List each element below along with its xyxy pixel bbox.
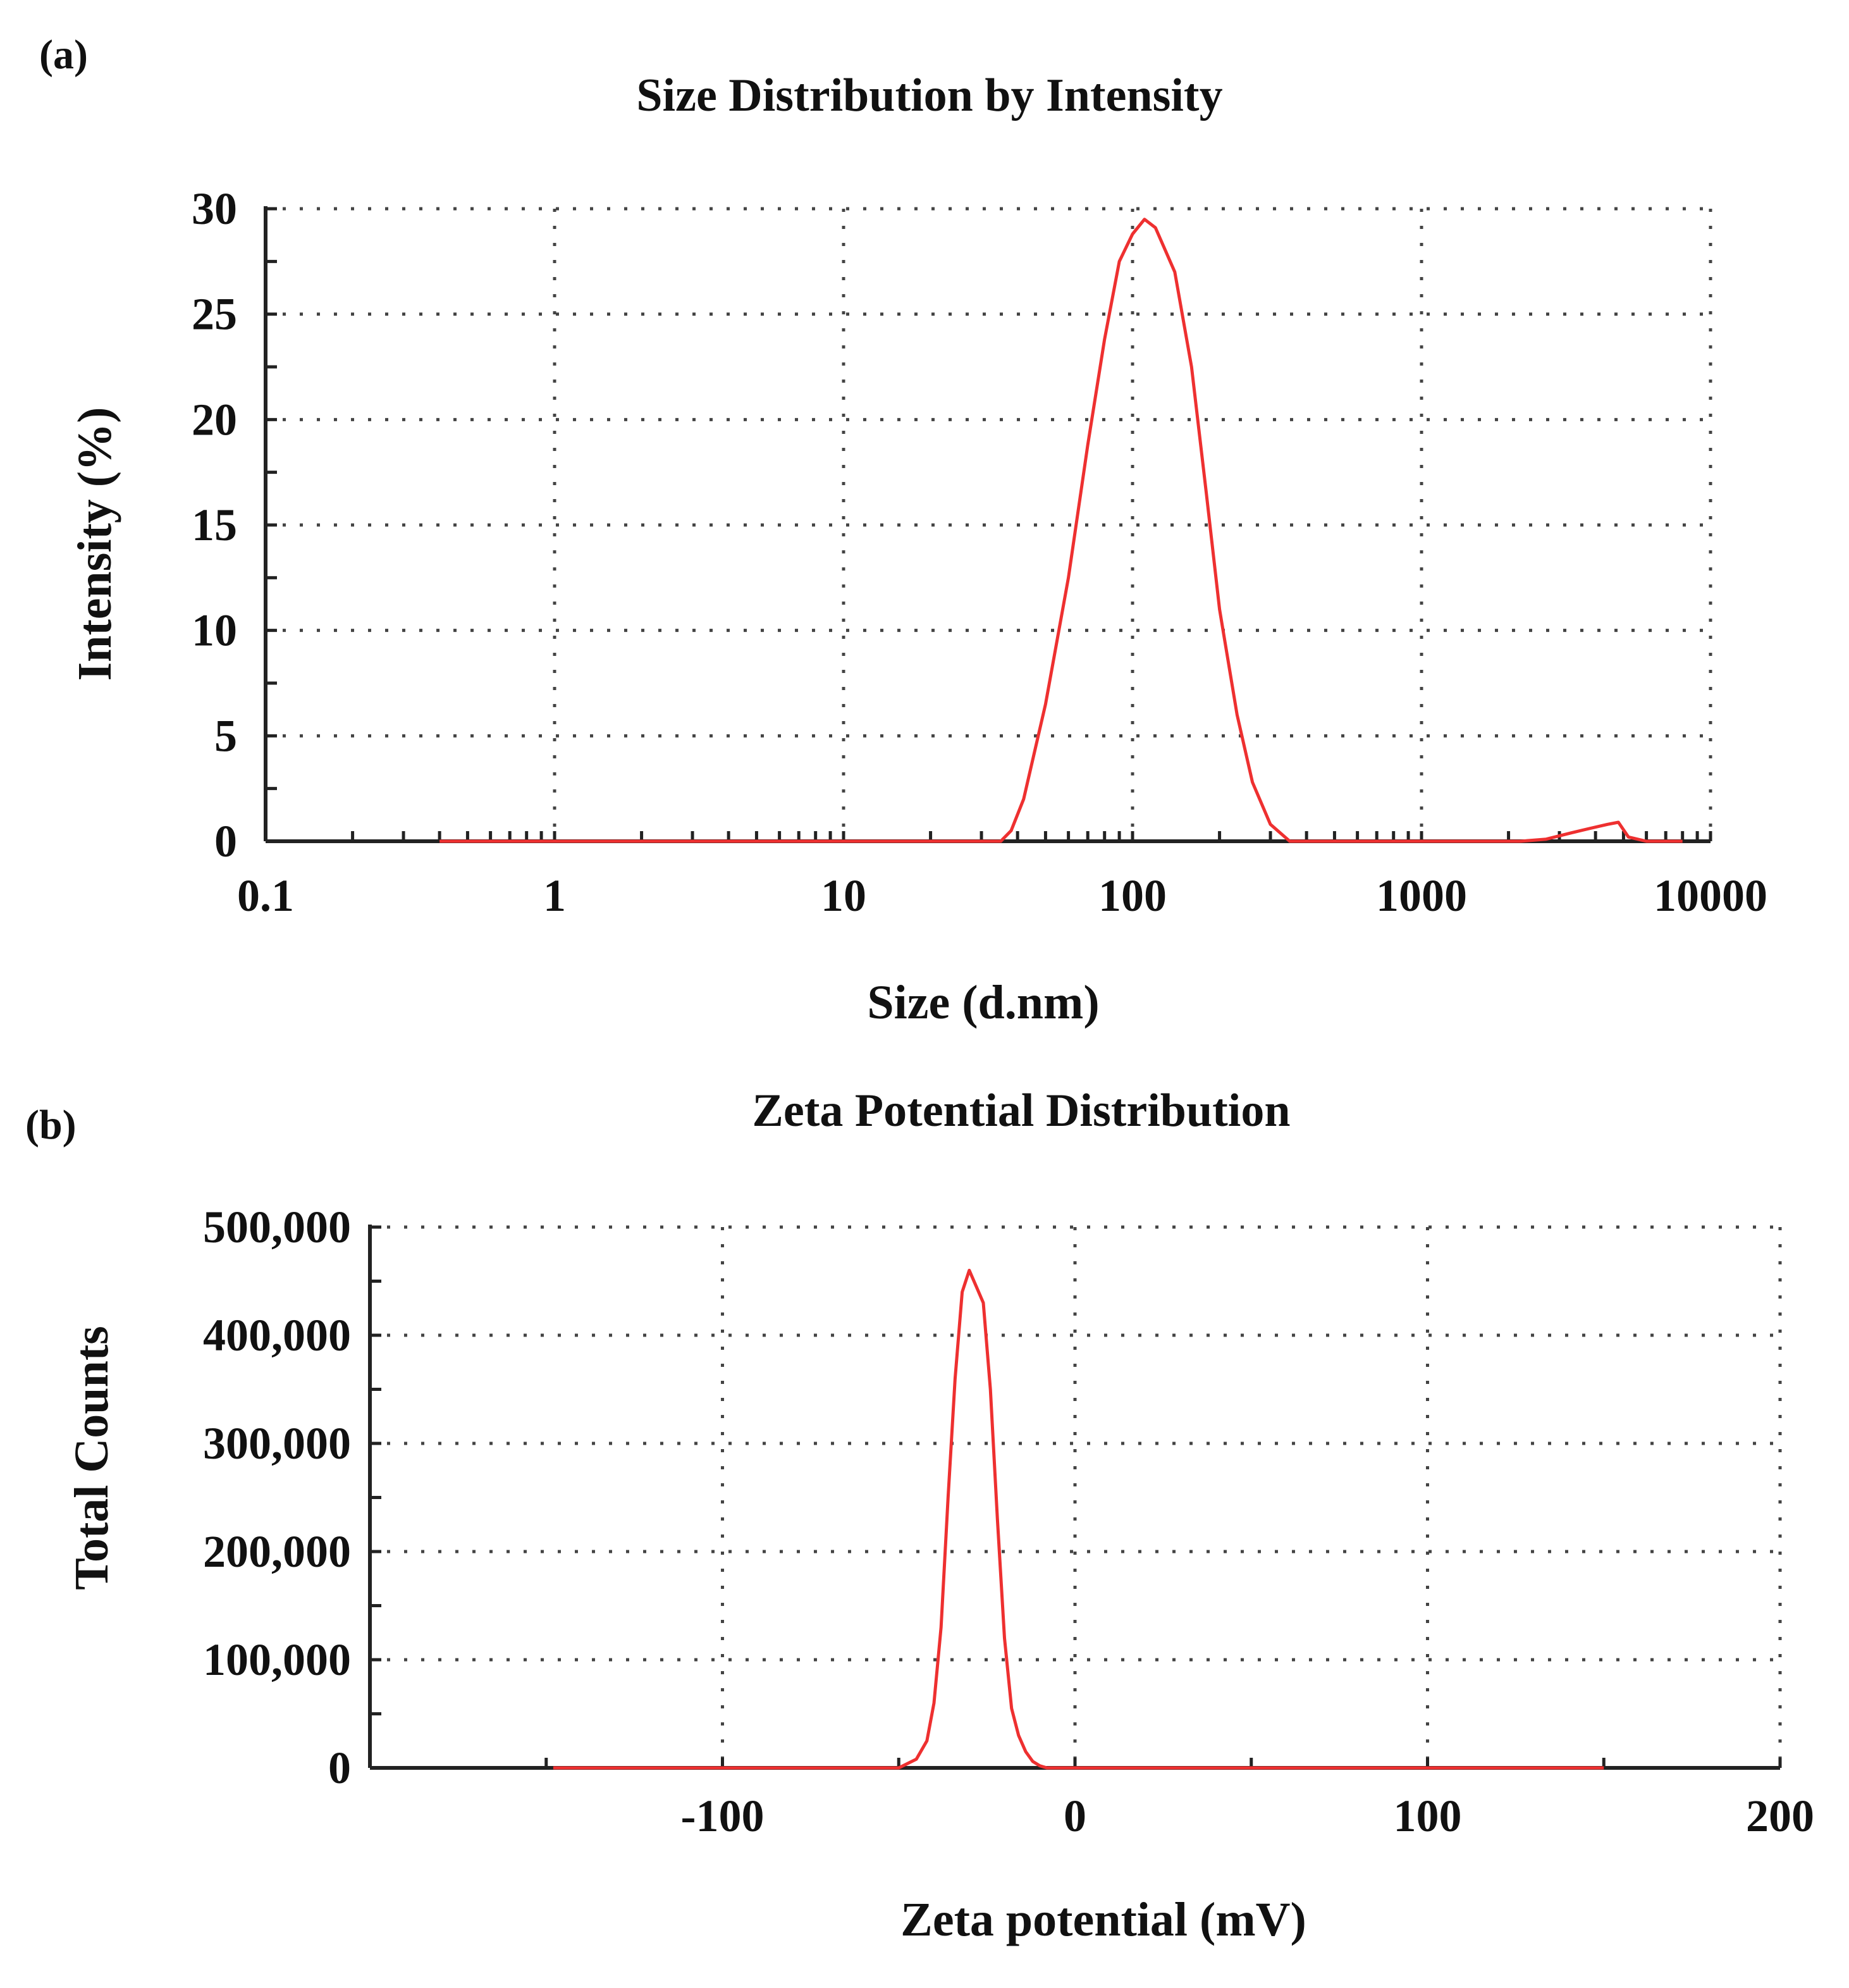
- x-tick-label: 10000: [1654, 870, 1767, 921]
- x-tick-label: 200: [1746, 1791, 1814, 1841]
- x-tick-label: 100: [1394, 1791, 1462, 1841]
- x-tick-label: 10: [821, 870, 866, 921]
- x-axis-title: Size (d.nm): [867, 976, 1099, 1029]
- y-tick-label: 10: [192, 605, 237, 656]
- series-line-0: [439, 218, 1683, 843]
- x-tick-label: 100: [1098, 870, 1167, 921]
- y-tick-label: 30: [192, 183, 237, 234]
- y-tick-label: 500,000: [203, 1202, 351, 1252]
- x-tick-label: 0: [1064, 1791, 1086, 1841]
- y-axis-title: Total Counts: [65, 1326, 118, 1590]
- y-tick-label: 200,000: [203, 1526, 351, 1577]
- y-tick-label: 300,000: [203, 1418, 351, 1469]
- y-tick-label: 0: [214, 816, 237, 867]
- chart-panel-a: (a) Size Distribution by Intensity 0 5 10 15 2…: [39, 32, 1767, 1029]
- y-tick-label: 5: [214, 710, 237, 761]
- x-axis-title: Zeta potential (mV): [900, 1893, 1306, 1946]
- y-axis-title: Intensity (%): [68, 407, 121, 681]
- chart-panel-b: (b) Zeta Potential Distribution 0 100,000 20…: [25, 1085, 1814, 1946]
- panel-label: (a): [39, 32, 88, 78]
- y-tick-label: 100,000: [203, 1634, 351, 1685]
- y-tick-label: 15: [192, 500, 237, 550]
- series-line-0: [553, 1268, 1604, 1770]
- chart-title: Zeta Potential Distribution: [752, 1085, 1291, 1137]
- x-tick-label: 1: [543, 870, 566, 921]
- y-tick-label: 0: [328, 1743, 351, 1793]
- x-tick-label: 0.1: [237, 870, 294, 921]
- x-tick-label: 1000: [1376, 870, 1467, 921]
- chart-title: Size Distribution by Intensity: [636, 70, 1222, 121]
- y-tick-label: 20: [192, 394, 237, 445]
- y-tick-label: 400,000: [203, 1310, 351, 1361]
- panel-label: (b): [25, 1102, 77, 1148]
- y-tick-label: 25: [192, 289, 237, 340]
- x-tick-label: -100: [681, 1791, 765, 1841]
